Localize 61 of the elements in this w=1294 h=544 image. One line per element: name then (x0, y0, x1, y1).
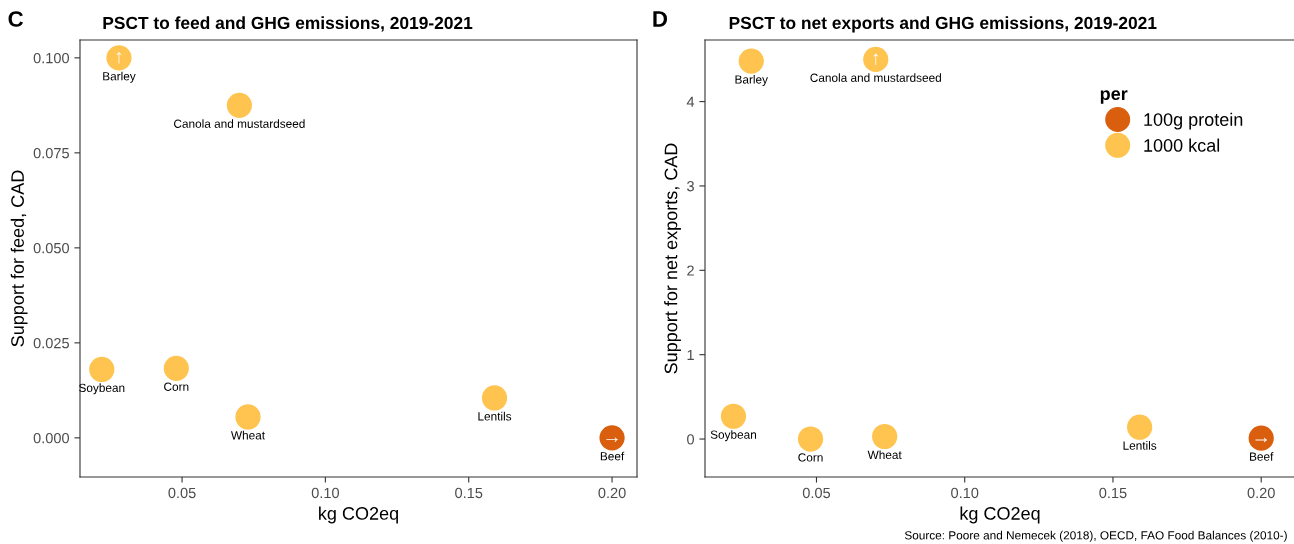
annotation: Barley (735, 74, 768, 86)
annotation: Wheat (230, 430, 265, 440)
point (863, 46, 889, 73)
annotation: Barley (103, 71, 136, 83)
point (89, 356, 115, 383)
y-tick-label: 3 (687, 181, 694, 192)
point (872, 423, 898, 450)
point (738, 48, 764, 74)
point (599, 425, 625, 451)
x-tick-label: 0.05 (168, 487, 196, 499)
x-tick-label: 0.10 (311, 487, 340, 499)
point (1248, 425, 1274, 451)
source-note: Source: Poore and Nemecek (2018), OECD, FAO Food Balances (2010-) (904, 530, 1287, 542)
y-tick-label: 4 (686, 96, 695, 107)
y-tick-label: 2 (687, 265, 694, 276)
legend-label: 1000 kcal (1144, 138, 1220, 152)
annotation: Canola and mustardseed (810, 73, 941, 82)
annotation: Lentils (478, 411, 512, 421)
y-axis-title: Support for net exports, CAD (664, 143, 681, 374)
point (235, 404, 261, 430)
point (1127, 414, 1153, 440)
x-tick-label: 0.20 (1247, 487, 1275, 499)
annotation: Beef (1250, 452, 1274, 461)
annotation: Soybean (79, 383, 125, 395)
legend-label: 100g protein (1144, 112, 1243, 130)
point (481, 385, 508, 411)
annotation: Soybean (710, 430, 756, 442)
annotation: Beef (600, 451, 625, 461)
annotation: Corn (798, 453, 823, 462)
text: C (8, 11, 24, 27)
x-axis-title: kg CO2eq (960, 506, 1040, 524)
annotation: Lentils (1123, 441, 1157, 450)
annotation: Corn (164, 382, 189, 391)
point (163, 355, 189, 381)
annotation: Wheat (867, 450, 902, 460)
x-tick-label: 0.15 (455, 487, 483, 499)
y-tick-label: 0.000 (33, 432, 70, 444)
x-tick-label: 0.15 (1099, 487, 1127, 499)
y-tick-label: 0 (687, 434, 695, 445)
y-tick-label: 0.100 (33, 52, 70, 64)
x-tick-label: 0.05 (802, 487, 831, 499)
y-tick-label: 1 (687, 349, 694, 360)
y-axis-title: Support for feed, CAD (10, 170, 28, 347)
text: D (653, 11, 668, 27)
annotation: ↑ (873, 53, 879, 66)
chart-title: PSCT to feed and GHG emissions, 2019-2021 (103, 16, 473, 32)
annotation: Canola and mustardseed (174, 119, 305, 128)
legend-title: per (1100, 90, 1128, 104)
y-tick-label: 0.025 (33, 337, 69, 349)
annotation: → (606, 437, 618, 442)
x-tick-label: 0.20 (598, 487, 626, 499)
annotation: → (1255, 437, 1267, 443)
x-axis-title: kg CO2eq (319, 506, 398, 524)
chart-title: PSCT to net exports and GHG emissions, 2019-2021 (729, 16, 1157, 33)
y-tick-label: 0.050 (33, 242, 70, 254)
point (720, 403, 747, 429)
y-tick-label: 0.075 (33, 147, 69, 159)
point (797, 426, 824, 452)
annotation: ↑ (116, 51, 122, 64)
point (226, 92, 252, 118)
x-tick-label: 0.10 (951, 487, 979, 499)
